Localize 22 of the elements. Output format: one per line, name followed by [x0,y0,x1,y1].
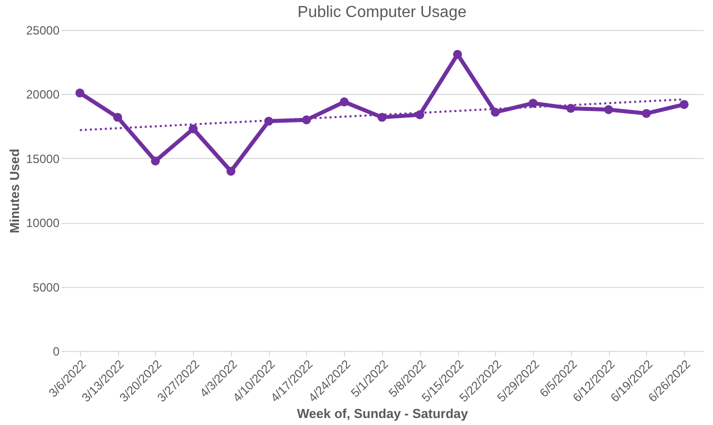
point [528,98,538,108]
y-tick-label: 0 [52,344,60,358]
y-tick-label: 20000 [26,88,60,102]
point [642,108,651,118]
point [680,100,689,109]
y-axis-title: Minutes Used [7,148,22,234]
y-tick-label: 5000 [32,280,60,294]
chart-title: Public Computer Usage [298,4,467,21]
point [226,166,236,176]
point [150,156,160,166]
point [566,104,576,113]
point [604,105,614,114]
y-tick-label: 10000 [26,216,60,230]
point [75,88,84,98]
x-axis-title: Week of, Sunday - Saturday [297,406,469,422]
point [340,97,349,106]
point [490,108,500,117]
y-tick-label: 25000 [26,24,60,38]
point [188,124,198,134]
y-tick-label: 15000 [26,152,60,166]
point [113,112,122,122]
point [453,50,462,59]
